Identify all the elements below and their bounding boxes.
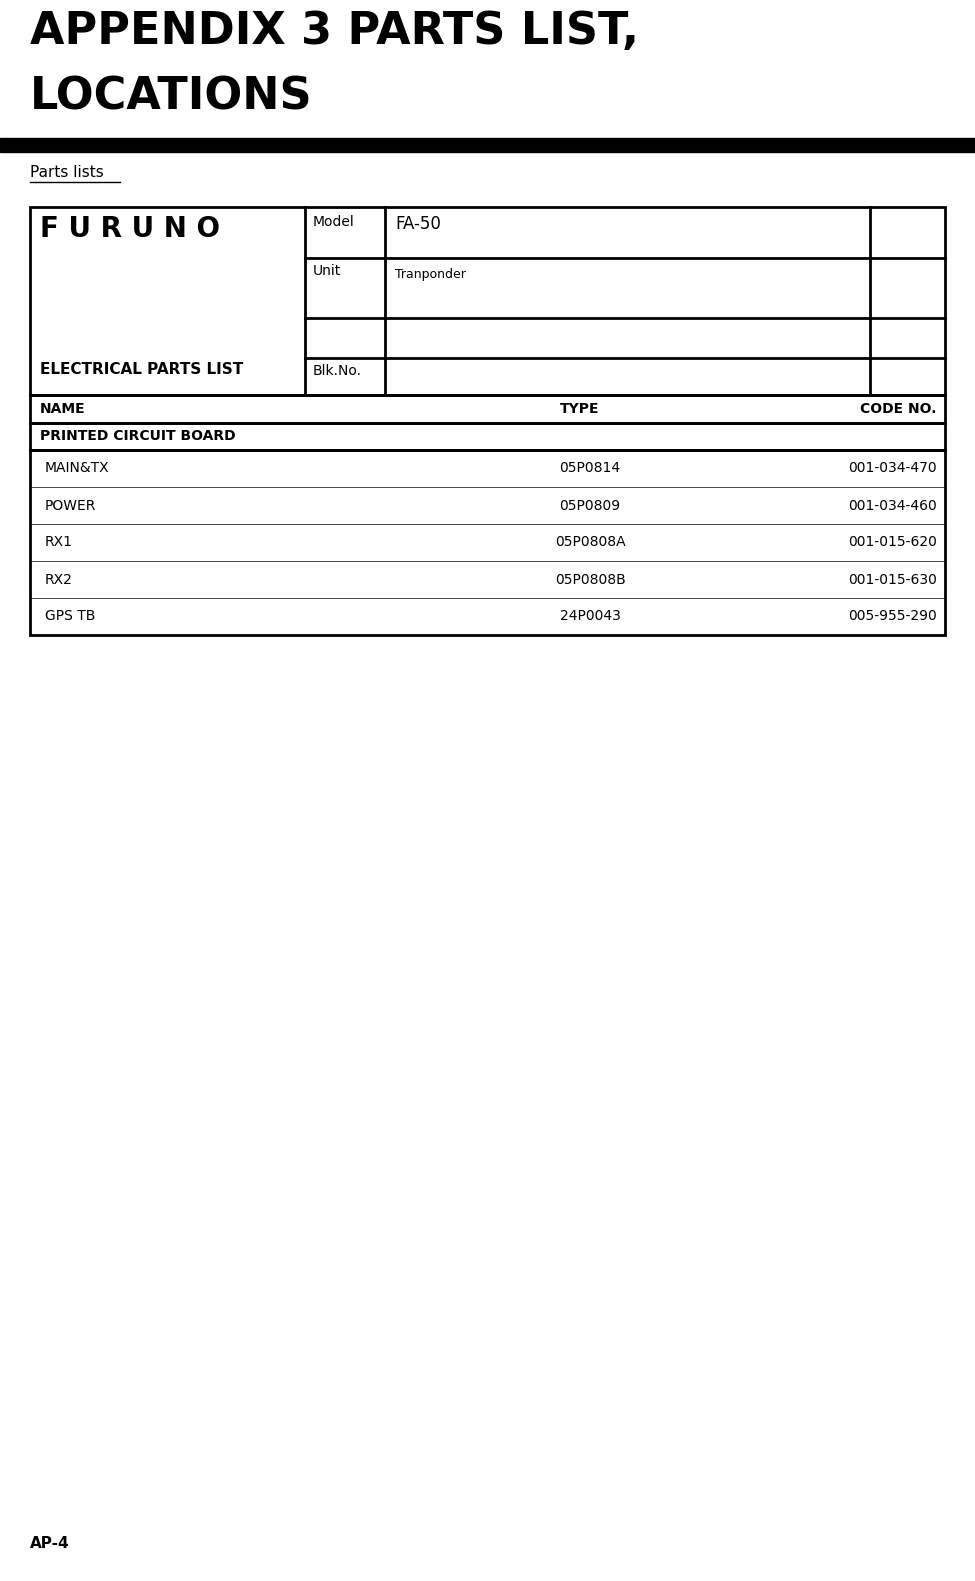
Text: FA-50: FA-50: [395, 215, 441, 232]
Text: RX2: RX2: [45, 572, 73, 587]
Text: ELECTRICAL PARTS LIST: ELECTRICAL PARTS LIST: [40, 362, 243, 376]
Text: 001-034-460: 001-034-460: [848, 498, 937, 512]
Text: PRINTED CIRCUIT BOARD: PRINTED CIRCUIT BOARD: [40, 430, 236, 444]
Text: 05P0814: 05P0814: [560, 462, 620, 476]
Bar: [30, 207, 945, 395]
Text: NAME: NAME: [40, 402, 86, 416]
Text: Model: Model: [313, 215, 355, 229]
Text: TYPE: TYPE: [561, 402, 600, 416]
Text: 24P0043: 24P0043: [560, 610, 620, 623]
Bar: [30, 395, 945, 424]
Text: 05P0808B: 05P0808B: [555, 572, 625, 587]
Text: GPS TB: GPS TB: [45, 610, 96, 623]
Text: 001-034-470: 001-034-470: [848, 462, 937, 476]
Text: RX1: RX1: [45, 536, 73, 550]
Text: Blk.No.: Blk.No.: [313, 364, 362, 378]
Text: 05P0808A: 05P0808A: [555, 536, 625, 550]
Text: POWER: POWER: [45, 498, 97, 512]
Bar: [0, 138, 975, 152]
Text: 001-015-620: 001-015-620: [848, 536, 937, 550]
Bar: [30, 424, 945, 451]
Text: Tranponder: Tranponder: [395, 269, 466, 281]
Text: APPENDIX 3 PARTS LIST,: APPENDIX 3 PARTS LIST,: [30, 9, 639, 54]
Text: 001-015-630: 001-015-630: [848, 572, 937, 587]
Bar: [30, 451, 945, 636]
Text: LOCATIONS: LOCATIONS: [30, 74, 313, 119]
Text: Unit: Unit: [313, 264, 341, 278]
Text: 005-955-290: 005-955-290: [848, 610, 937, 623]
Text: CODE NO.: CODE NO.: [861, 402, 937, 416]
Text: 05P0809: 05P0809: [560, 498, 620, 512]
Text: AP-4: AP-4: [30, 1537, 69, 1551]
Text: MAIN&TX: MAIN&TX: [45, 462, 109, 476]
Text: F U R U N O: F U R U N O: [40, 215, 220, 243]
Text: Parts lists: Parts lists: [30, 164, 103, 180]
